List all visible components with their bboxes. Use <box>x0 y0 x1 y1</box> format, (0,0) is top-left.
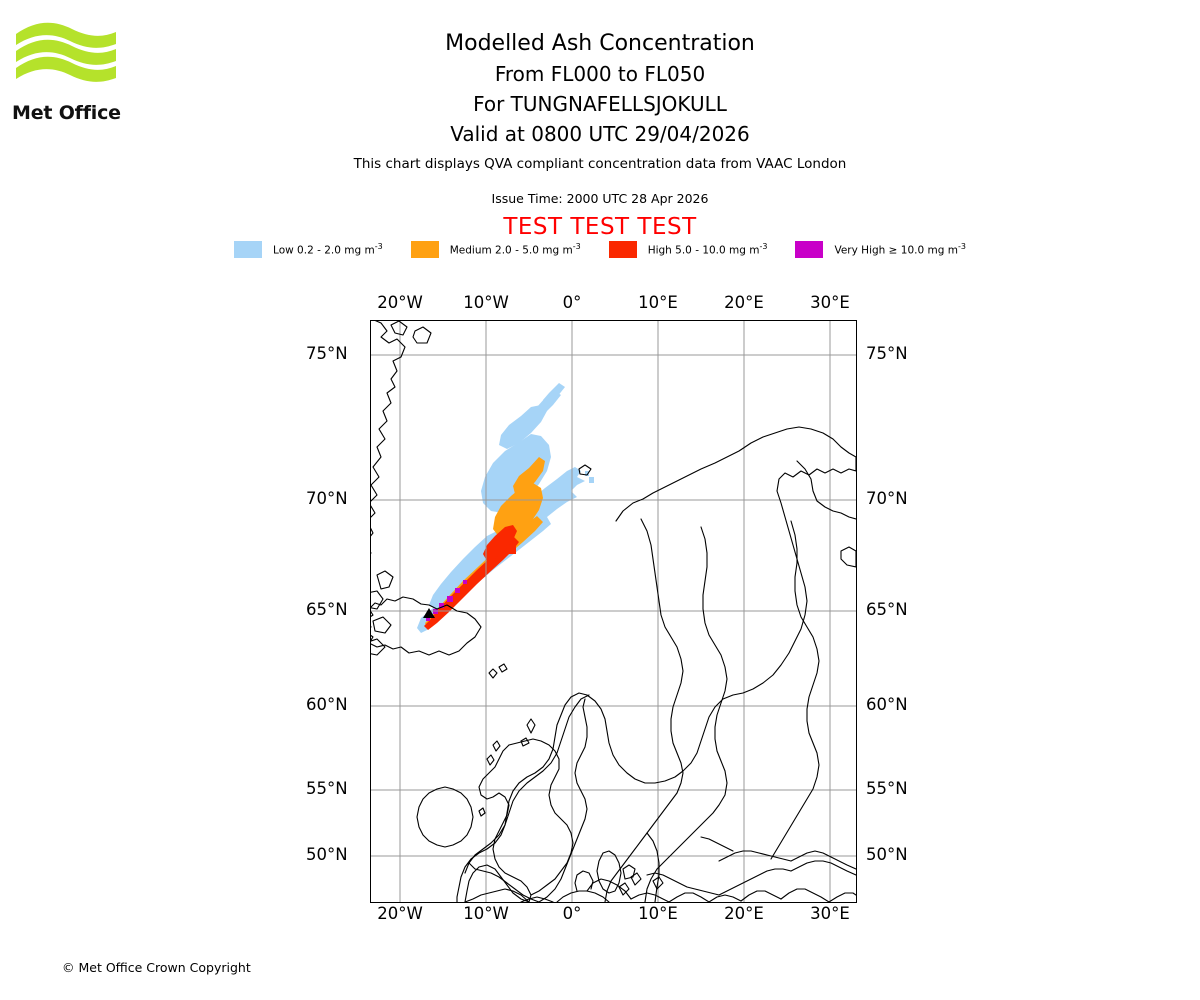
legend-low-label: Low 0.2 - 2.0 mg m-3 <box>273 242 383 257</box>
legend-high: High 5.0 - 10.0 mg m-3 <box>608 241 768 258</box>
met-office-wave-mark <box>16 22 116 82</box>
legend-medium-label: Medium 2.0 - 5.0 mg m-3 <box>450 242 581 257</box>
ytick-right-3: 60°N <box>866 695 908 714</box>
map-frame <box>370 320 857 903</box>
title-line-1: Modelled Ash Concentration <box>445 31 755 56</box>
copyright-footer: © Met Office Crown Copyright <box>62 960 251 975</box>
legend-high-label-exponent: -3 <box>759 242 768 252</box>
xtick-top-4: 20°E <box>724 293 764 312</box>
legend-high-label: High 5.0 - 10.0 mg m-3 <box>648 242 768 257</box>
legend-medium-label-exponent: -3 <box>572 242 581 252</box>
plume-high <box>424 525 519 630</box>
legend-very-high-swatch <box>795 241 824 258</box>
ytick-right-0: 75°N <box>866 344 908 363</box>
ytick-left-4: 55°N <box>306 779 348 798</box>
ytick-left-3: 60°N <box>306 695 348 714</box>
ytick-left-5: 50°N <box>306 845 348 864</box>
legend-very-high-label-text: Very High ≥ 10.0 mg m <box>834 244 958 257</box>
legend-low-label-text: Low 0.2 - 2.0 mg m <box>273 244 375 257</box>
legend-medium-label-text: Medium 2.0 - 5.0 mg m <box>449 244 573 257</box>
legend-very-high: Very High ≥ 10.0 mg m-3 <box>795 241 966 258</box>
ytick-right-5: 50°N <box>866 845 908 864</box>
ytick-right-4: 55°N <box>866 779 908 798</box>
legend-low: Low 0.2 - 2.0 mg m-3 <box>234 241 383 258</box>
legend-high-swatch <box>608 241 637 258</box>
ytick-right-1: 70°N <box>866 489 908 508</box>
coastlines <box>371 321 856 902</box>
xtick-bottom-0: 20°W <box>377 904 423 923</box>
legend-very-high-label: Very High ≥ 10.0 mg m-3 <box>834 242 965 257</box>
xtick-bottom-4: 20°E <box>724 904 764 923</box>
ytick-left-1: 70°N <box>306 489 348 508</box>
title-line-4: Valid at 0800 UTC 29/04/2026 <box>450 122 750 146</box>
xtick-bottom-2: 0° <box>562 904 582 923</box>
xtick-bottom-1: 10°W <box>463 904 509 923</box>
xtick-bottom-5: 30°E <box>810 904 850 923</box>
volcano-marker <box>423 608 435 618</box>
title-line-2: From FL000 to FL050 <box>494 62 706 86</box>
legend-medium: Medium 2.0 - 5.0 mg m-3 <box>410 241 581 258</box>
xtick-top-2: 0° <box>562 293 582 312</box>
issue-time: Issue Time: 2000 UTC 28 Apr 2026 <box>491 191 709 206</box>
xtick-bottom-3: 10°E <box>638 904 678 923</box>
concentration-legend: Low 0.2 - 2.0 mg m-3 Medium 2.0 - 5.0 mg … <box>0 241 1200 258</box>
xtick-top-1: 10°W <box>463 293 509 312</box>
xtick-top-3: 10°E <box>638 293 678 312</box>
map-canvas <box>371 321 856 902</box>
test-banner: TEST TEST TEST <box>503 214 697 240</box>
legend-very-high-label-exponent: -3 <box>957 242 966 252</box>
ytick-left-0: 75°N <box>306 344 348 363</box>
met-office-wordmark: Met Office <box>12 102 121 124</box>
chart-title-block: Modelled Ash Concentration From FL000 to… <box>0 28 1200 149</box>
xtick-top-5: 30°E <box>810 293 850 312</box>
legend-high-label-text: High 5.0 - 10.0 mg m <box>647 244 760 257</box>
legend-low-label-exponent: -3 <box>374 242 383 252</box>
title-line-3: For TUNGNAFELLSJOKULL <box>473 92 727 116</box>
legend-medium-swatch <box>410 241 439 258</box>
ytick-left-2: 65°N <box>306 600 348 619</box>
xtick-top-0: 20°W <box>377 293 423 312</box>
met-office-logo: Met Office <box>10 18 130 124</box>
ash-concentration-map[interactable]: 20°W 10°W 0° 10°E 20°E 30°E 20°W 10°W 0°… <box>306 293 908 923</box>
chart-subtitle: This chart displays QVA compliant concen… <box>353 156 847 172</box>
map-gridlines <box>371 321 856 902</box>
legend-low-swatch <box>234 241 263 258</box>
ytick-right-2: 65°N <box>866 600 908 619</box>
